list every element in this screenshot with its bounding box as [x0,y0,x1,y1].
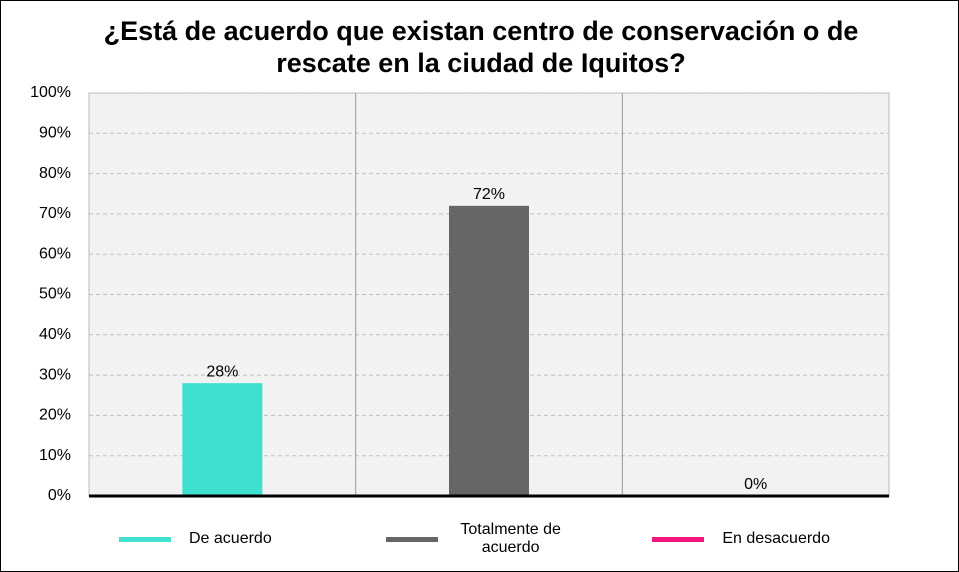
legend-swatch [119,536,171,542]
chart-title: ¿Está de acuerdo que existan centro de c… [103,16,859,78]
y-tick-label: 10% [39,447,71,464]
data-label: 72% [473,186,505,203]
bar [449,205,529,496]
legend-label: En desacuerdo [722,530,830,547]
legend-swatch [385,536,438,542]
data-label: 28% [206,363,238,380]
y-tick-label: 90% [39,125,71,142]
y-tick-label: 40% [39,326,71,343]
y-tick-label: 80% [39,165,71,182]
legend-item: En desacuerdo [652,517,830,561]
legend-label: De acuerdo [189,530,272,547]
legend-label: Totalmente de acuerdo [460,521,561,556]
legend-item: Totalmente de acuerdo [385,517,566,561]
bar [182,383,263,496]
y-tick-label: 0% [48,487,71,504]
legend-swatch [652,536,705,542]
y-tick-label: 50% [39,286,71,303]
legend-item: De acuerdo [119,517,272,561]
data-label: 0% [744,476,767,493]
y-tick-label: 70% [39,205,71,222]
y-tick-label: 100% [30,84,71,101]
y-tick-label: 60% [39,245,71,262]
y-tick-label: 30% [39,366,71,383]
y-tick-label: 20% [39,407,71,424]
